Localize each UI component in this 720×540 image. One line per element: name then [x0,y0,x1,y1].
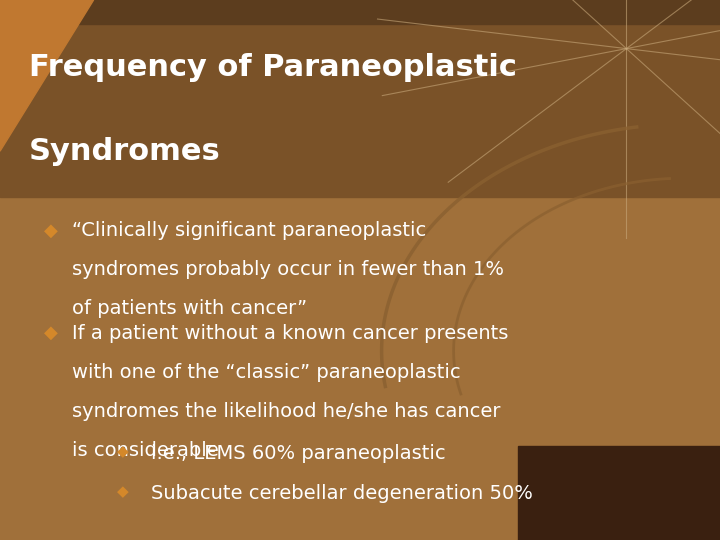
Text: i.e., LEMS 60% paraneoplastic: i.e., LEMS 60% paraneoplastic [151,444,446,463]
Bar [0,0,720,24]
Text: If a patient without a known cancer presents: If a patient without a known cancer pres… [72,324,508,343]
Text: ◆: ◆ [117,444,128,459]
Text: syndromes probably occur in fewer than 1%: syndromes probably occur in fewer than 1… [72,260,504,279]
Text: ◆: ◆ [43,324,58,342]
Text: ◆: ◆ [117,484,128,500]
Text: with one of the “classic” paraneoplastic: with one of the “classic” paraneoplastic [72,363,461,382]
Text: syndromes the likelihood he/she has cancer: syndromes the likelihood he/she has canc… [72,402,500,421]
Bar [518,446,720,540]
Text: of patients with cancer”: of patients with cancer” [72,299,307,318]
Text: Subacute cerebellar degeneration 50%: Subacute cerebellar degeneration 50% [151,484,533,503]
Text: Frequency of Paraneoplastic: Frequency of Paraneoplastic [29,53,517,82]
Text: ◆: ◆ [43,221,58,239]
Polygon shape [0,0,94,151]
Text: Syndromes: Syndromes [29,137,220,166]
Text: “Clinically significant paraneoplastic: “Clinically significant paraneoplastic [72,221,426,240]
Text: is considerable: is considerable [72,441,219,460]
Bar [0,24,720,197]
